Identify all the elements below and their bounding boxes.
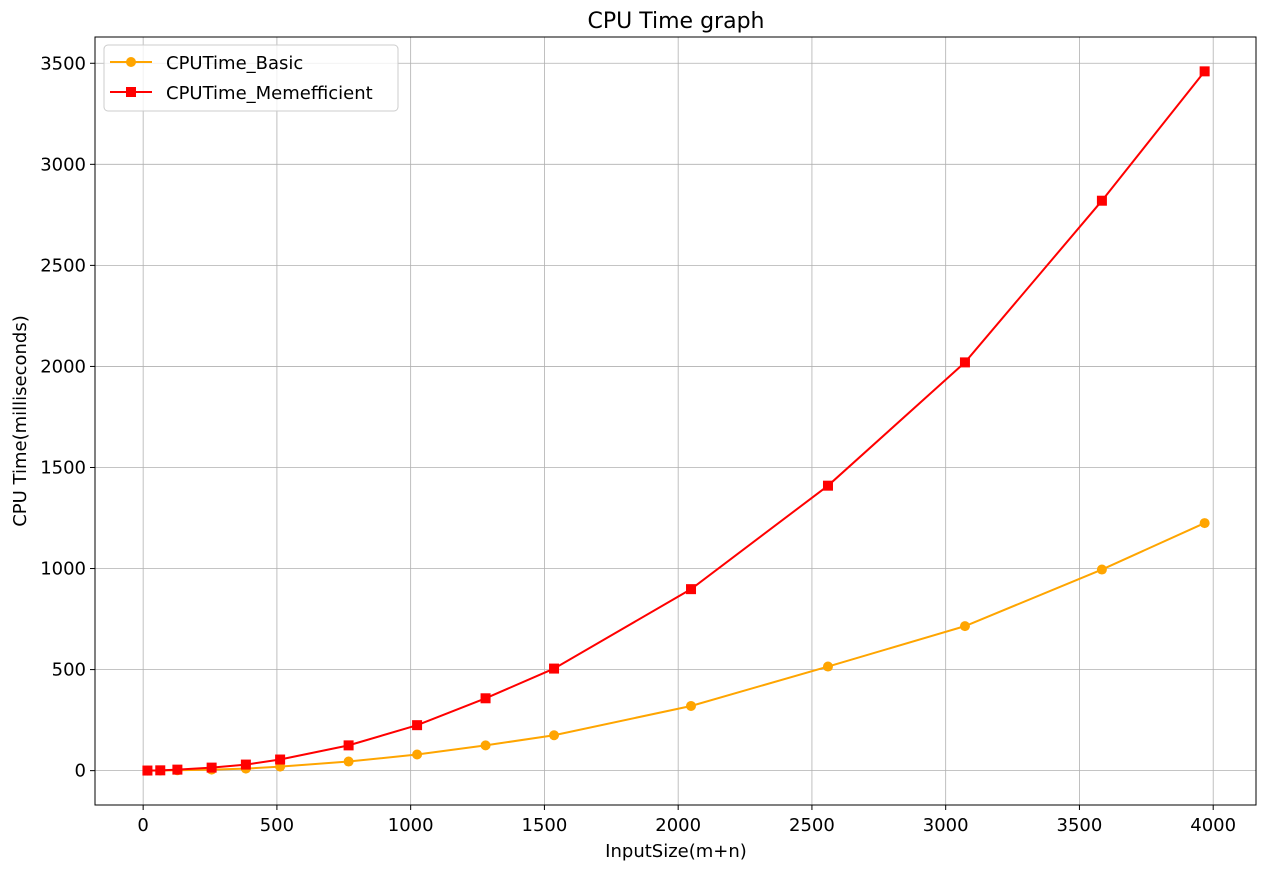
grid-lines	[95, 37, 1256, 805]
y-axis-label: CPU Time(milliseconds)	[10, 315, 31, 527]
data-point	[480, 693, 491, 704]
data-point	[172, 764, 183, 775]
legend: CPUTime_Basic CPUTime_Memefficient	[103, 44, 399, 112]
x-tick-label: 1000	[388, 815, 434, 836]
y-tick-label: 2000	[40, 356, 86, 377]
data-point	[1096, 564, 1107, 575]
data-point	[240, 759, 251, 770]
y-tick-label: 3000	[40, 154, 86, 175]
data-point	[549, 730, 560, 741]
chart-title: CPU Time graph	[588, 9, 765, 34]
data-point	[1096, 195, 1107, 206]
data-point	[822, 661, 833, 672]
legend-entry-memefficient: CPUTime_Memefficient	[110, 83, 373, 104]
data-point	[480, 740, 491, 751]
y-ticks: 0 500 1000 1500 2000 2500 3000 3500	[40, 53, 95, 782]
data-point	[275, 754, 286, 765]
x-tick-label: 2000	[655, 815, 701, 836]
legend-label-basic: CPUTime_Basic	[166, 53, 303, 74]
data-point	[343, 740, 354, 751]
data-point	[142, 765, 153, 776]
legend-label-memefficient: CPUTime_Memefficient	[166, 83, 373, 104]
x-tick-label: 3500	[1057, 815, 1103, 836]
y-tick-label: 3500	[40, 53, 86, 74]
data-point	[686, 584, 697, 595]
series-cputime-memefficient	[142, 66, 1210, 776]
x-tick-label: 4000	[1190, 815, 1236, 836]
data-point	[959, 357, 970, 368]
data-point	[959, 621, 970, 632]
x-tick-label: 2500	[789, 815, 835, 836]
data-point	[549, 663, 560, 674]
y-tick-label: 1000	[40, 559, 86, 580]
legend-entry-basic: CPUTime_Basic	[110, 53, 303, 74]
series-line-cputime-basic	[147, 522, 1206, 772]
plot-frame	[94, 36, 1257, 806]
data-point	[206, 762, 217, 773]
data-point	[412, 749, 423, 760]
data-point	[1199, 518, 1210, 529]
x-tick-label: 500	[260, 815, 294, 836]
y-tick-label: 0	[75, 761, 86, 782]
data-point	[155, 765, 166, 776]
data-point	[686, 700, 697, 711]
data-point	[1199, 66, 1210, 77]
series-cputime-basic	[142, 518, 1210, 776]
x-tick-label: 1500	[522, 815, 568, 836]
legend-box	[103, 44, 399, 112]
y-tick-label: 500	[52, 660, 86, 681]
x-ticks: 0 500 1000 1500 2000 2500 3000 3500 4000	[137, 805, 1236, 836]
data-point	[343, 756, 354, 767]
data-point	[412, 720, 423, 731]
data-point	[822, 480, 833, 491]
x-tick-label: 3000	[923, 815, 969, 836]
x-tick-label: 0	[137, 815, 148, 836]
legend-marker-basic	[126, 57, 136, 67]
legend-marker-memefficient	[126, 87, 136, 97]
x-axis-label: InputSize(m+n)	[605, 841, 747, 862]
y-tick-label: 1500	[40, 457, 86, 478]
series-line-cputime-memefficient	[147, 70, 1206, 772]
plot-area-series	[142, 66, 1210, 776]
y-tick-label: 2500	[40, 255, 86, 276]
